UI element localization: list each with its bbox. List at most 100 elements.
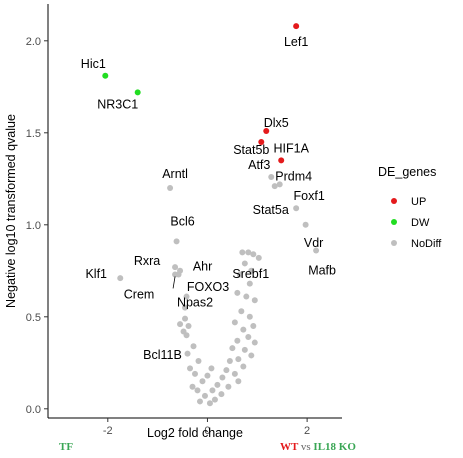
point-nodiff [185,323,192,329]
point-nodiff [250,323,257,329]
legend-key-up [391,198,397,204]
x-tick-label: 0 [204,425,210,437]
legend-key-dw [391,219,397,225]
point-nodiff [206,400,213,407]
point-nodiff [235,378,242,385]
point-nodiff [218,391,225,398]
vs-label: vs [300,441,311,453]
points-group [102,23,320,407]
label-connector-crem [172,276,176,289]
point-nodiff [231,370,238,377]
point-nodiff-foxf1 [293,205,300,212]
y-tick-label: 2.0 [26,36,41,48]
point-nodiff-srebf1 [255,254,262,261]
legend-key-nodiff [391,240,397,246]
point-nodiff [211,396,218,403]
x-axis-title: Log2 fold change [147,426,243,440]
point-nodiff [240,326,247,333]
legend-label-up: UP [411,196,426,208]
point-nodiff [241,346,248,353]
point-nodiff [246,280,253,287]
gene-label-atf3: Atf3 [248,158,270,172]
point-dw-nr3c1 [134,89,141,96]
point-nodiff [248,352,255,359]
point-nodiff [201,392,208,399]
x-tick-label: -2 [103,425,113,437]
point-nodiff [189,383,196,390]
legend-label-dw: DW [411,217,430,229]
point-nodiff [251,339,258,346]
point-nodiff [204,372,211,379]
point-nodiff [240,363,247,370]
point-nodiff-npas2 [182,315,189,322]
wt-label: WT [280,441,299,453]
point-nodiff [246,313,253,320]
point-up-dlx5 [263,127,270,134]
point-nodiff [195,357,202,364]
gene-label-srebf1: Srebf1 [232,267,269,281]
point-nodiff [182,304,189,311]
point-nodiff [199,378,206,385]
point-dw-hic1 [102,72,109,79]
point-nodiff-arntl [167,185,174,191]
point-nodiff [250,251,257,258]
point-nodiff [229,345,236,352]
point-nodiff [187,365,194,372]
point-nodiff [209,387,216,394]
comparison-caption: WT vs IL18 KO [280,441,356,453]
gene-label-foxo3: FOXO3 [187,280,229,294]
point-nodiff [223,367,230,374]
point-nodiff [245,334,252,341]
gene-label-hif1a: HIF1A [273,141,309,155]
gene-label-rxra: Rxra [134,254,160,268]
gene-label-crem: Crem [124,287,155,301]
point-nodiff [235,356,242,363]
gene-labels-group: Lef1 Dlx5 Stat5b HIF1A Hic1 NR3C1 Arntl Atf3 Prd… [81,35,336,362]
gene-label-hic1: Hic1 [81,57,106,71]
point-nodiff [236,271,243,278]
y-tick-label: 1.0 [26,220,41,232]
point-up-hif1a [278,157,285,164]
gene-label-vdr: Vdr [304,236,323,250]
gene-label-prdm4: Prdm4 [275,169,312,183]
point-nodiff [245,249,252,256]
gene-label-npas2: Npas2 [177,296,213,310]
point-up-lef1 [293,23,300,30]
gene-label-lef1: Lef1 [284,35,308,49]
point-nodiff-mafb [313,247,320,254]
gene-label-stat5a: Stat5a [253,203,289,217]
y-axis-title: Negative log10 transformed qvalue [4,114,18,308]
point-nodiff [239,249,246,256]
point-nodiff [219,374,226,381]
point-nodiff-atf3 [268,173,275,180]
point-nodiff [251,297,258,304]
gene-label-dlx5: Dlx5 [264,116,289,130]
point-nodiff [194,387,201,394]
point-nodiff [234,289,241,296]
y-tick-label: 0.5 [26,312,41,324]
x-tick-label: 2 [304,425,310,437]
point-nodiff-prdm4 [276,181,283,188]
gene-label-foxf1: Foxf1 [294,189,325,203]
point-nodiff-foxo3 [177,267,184,274]
y-tick-label: 0.0 [26,404,41,416]
y-tick-label: 1.5 [26,128,41,140]
point-nodiff [196,398,203,405]
point-nodiff-klf1 [117,275,124,282]
gene-label-ahr: Ahr [193,259,212,273]
point-nodiff [226,357,233,364]
point-nodiff [243,293,250,300]
gene-label-klf1: Klf1 [85,267,107,281]
point-nodiff-rxra [172,264,179,271]
point-nodiff [192,370,198,377]
point-nodiff-vdr [302,221,309,228]
point-nodiff [208,365,215,372]
point-nodiff [180,328,187,335]
point-nodiff-bcl6 [173,238,180,245]
legend-label-nodiff: NoDiff [411,238,442,250]
gene-label-bcl11b: Bcl11B [143,348,182,362]
point-nodiff [183,293,190,300]
point-up-stat5b [258,139,265,145]
gene-label-bcl6: Bcl6 [170,214,194,228]
